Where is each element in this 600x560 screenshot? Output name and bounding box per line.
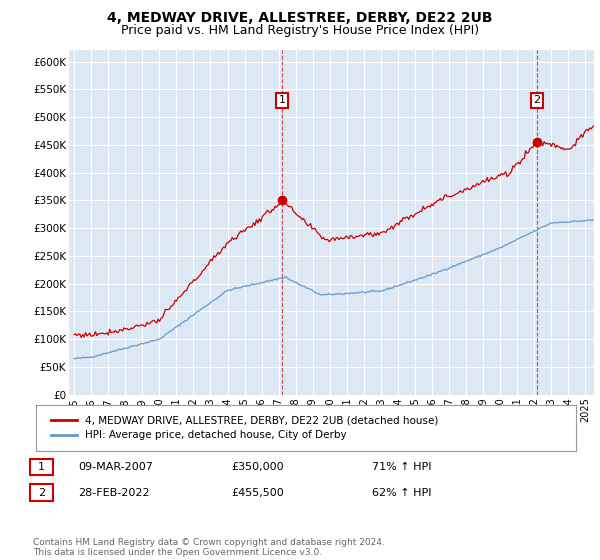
Text: 28-FEB-2022: 28-FEB-2022: [78, 488, 149, 498]
Legend: 4, MEDWAY DRIVE, ALLESTREE, DERBY, DE22 2UB (detached house), HPI: Average price: 4, MEDWAY DRIVE, ALLESTREE, DERBY, DE22 …: [47, 412, 443, 444]
Text: 1: 1: [278, 95, 286, 105]
Text: 1: 1: [38, 462, 45, 472]
Text: Contains HM Land Registry data © Crown copyright and database right 2024.
This d: Contains HM Land Registry data © Crown c…: [33, 538, 385, 557]
Text: 4, MEDWAY DRIVE, ALLESTREE, DERBY, DE22 2UB: 4, MEDWAY DRIVE, ALLESTREE, DERBY, DE22 …: [107, 11, 493, 25]
Text: 09-MAR-2007: 09-MAR-2007: [78, 462, 153, 472]
Text: 2: 2: [38, 488, 45, 498]
Text: Price paid vs. HM Land Registry's House Price Index (HPI): Price paid vs. HM Land Registry's House …: [121, 24, 479, 36]
Text: 2: 2: [533, 95, 541, 105]
Text: 71% ↑ HPI: 71% ↑ HPI: [372, 462, 431, 472]
Text: £350,000: £350,000: [231, 462, 284, 472]
Text: 62% ↑ HPI: 62% ↑ HPI: [372, 488, 431, 498]
Text: £455,500: £455,500: [231, 488, 284, 498]
